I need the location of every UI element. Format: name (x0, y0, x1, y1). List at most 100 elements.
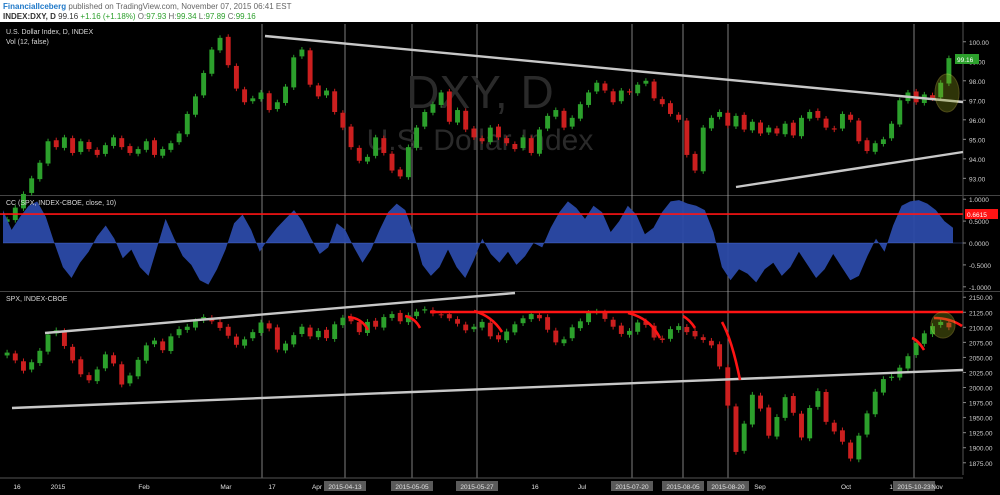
spx-upper-trendline (44, 291, 516, 335)
y-tick-label: 0.0000 (969, 241, 989, 248)
x-tick-label: 2015-04-13 (328, 484, 362, 491)
x-tick-label: 2015-05-27 (460, 484, 494, 491)
spx-candle (45, 334, 51, 352)
dxy-candle (536, 129, 542, 154)
x-tick-label: 2015-08-20 (711, 484, 745, 491)
spx-candle (340, 317, 346, 326)
dxy-candle (324, 90, 329, 96)
spx-candle (807, 407, 813, 439)
dxy-candle (78, 141, 84, 152)
x-tick-label: Mar (220, 484, 232, 491)
cc-area (3, 200, 953, 285)
dxy-candle (217, 37, 223, 51)
spx-candle (479, 321, 485, 328)
dxy-candle (356, 147, 362, 161)
spx-candle (12, 353, 18, 361)
dxy-candle (790, 122, 796, 136)
spx-candle (839, 430, 845, 442)
y-tick-label: 100.00 (969, 40, 989, 47)
dxy-candle (708, 117, 714, 129)
spx-candle (78, 359, 84, 375)
quote-line: INDEX:DXY, D 99.16 +1.16 (+1.18%) O:97.9… (3, 12, 256, 21)
spx-candle (135, 359, 141, 377)
dxy-candle (725, 112, 731, 126)
spx-candle (242, 339, 248, 346)
dxy-candle (553, 110, 559, 117)
dxy-candle (373, 137, 379, 156)
spx-candle (938, 321, 944, 325)
close-label: C: (227, 12, 236, 21)
spx-candle (520, 318, 526, 324)
dxy-last-price-badge: 99.16 (957, 57, 974, 64)
dxy-candle (627, 91, 632, 93)
publish-line: FinancialIceberg published on TradingVie… (3, 2, 291, 11)
spx-pane-title: SPX, INDEX-CBOE (6, 296, 68, 303)
dxy-candle (29, 178, 35, 193)
spx-candle (446, 314, 452, 319)
spx-candle (307, 327, 313, 337)
spx-candle (659, 338, 665, 340)
y-tick-label: 1900.00 (969, 446, 993, 453)
chart-canvas[interactable]: DXY, DU.S. Dollar Index93.0094.0095.0096… (0, 22, 1000, 495)
x-tick-label: 16 (13, 484, 21, 491)
dxy-candle (446, 91, 452, 122)
dxy-candle (61, 137, 67, 148)
dxy-candle (668, 103, 673, 114)
dxy-candle (315, 85, 321, 97)
spx-candle (233, 336, 239, 345)
time-axis-marker-box (707, 481, 749, 491)
dxy-candle (340, 112, 346, 128)
publisher-link[interactable]: FinancialIceberg (3, 2, 67, 11)
spx-candle (627, 330, 632, 335)
dxy-candle (774, 128, 780, 134)
y-tick-label: 2000.00 (969, 386, 993, 393)
x-tick-label: Sep (754, 484, 766, 491)
dxy-candle (111, 137, 117, 146)
spx-candle (4, 352, 10, 356)
spx-candle (119, 364, 125, 385)
dxy-candle (766, 127, 772, 133)
x-tick-label: 2015-08-05 (666, 484, 700, 491)
y-tick-label: -1.0000 (969, 285, 991, 292)
spx-candle (577, 321, 583, 329)
spx-candle (184, 326, 190, 330)
y-tick-label: 1925.00 (969, 431, 993, 438)
dxy-candle (545, 115, 551, 129)
spx-candle (487, 322, 493, 337)
x-tick-label: 16 (531, 484, 539, 491)
spx-candle (152, 340, 157, 345)
spx-candle (651, 325, 657, 338)
spx-candle (471, 326, 477, 330)
spx-candle (692, 330, 698, 337)
dxy-candle (512, 143, 518, 150)
dxy-candle (758, 122, 763, 134)
spx-candle (455, 319, 460, 324)
dxy-candle (37, 162, 43, 180)
spx-rejection-arc (911, 336, 926, 351)
dxy-candle (86, 142, 92, 150)
dxy-candle (332, 91, 338, 112)
x-tick-label: Jul (578, 484, 587, 491)
last-price: 99.16 (58, 12, 79, 21)
dxy-candle (831, 128, 837, 130)
x-tick-label: 2015 (51, 484, 66, 491)
dxy-candle (684, 120, 690, 155)
spx-candle (463, 324, 469, 331)
spx-candle (905, 356, 911, 369)
spx-candle (741, 423, 747, 451)
dxy-candle (676, 114, 682, 120)
spx-candle (217, 322, 223, 328)
dxy-candle (749, 121, 755, 131)
dxy-candle (635, 84, 641, 94)
spx-candle (700, 337, 706, 340)
dxy-candle (242, 89, 248, 103)
y-tick-label: 2150.00 (969, 295, 993, 302)
spx-candle (561, 339, 567, 344)
dxy-candle (266, 93, 272, 111)
spx-candle (921, 333, 927, 344)
x-tick-label: Apr (312, 484, 323, 491)
spx-candle (70, 346, 76, 361)
dxy-candle (594, 82, 600, 92)
time-axis-marker-box (456, 481, 498, 491)
dxy-ascending-trendline (735, 150, 964, 189)
